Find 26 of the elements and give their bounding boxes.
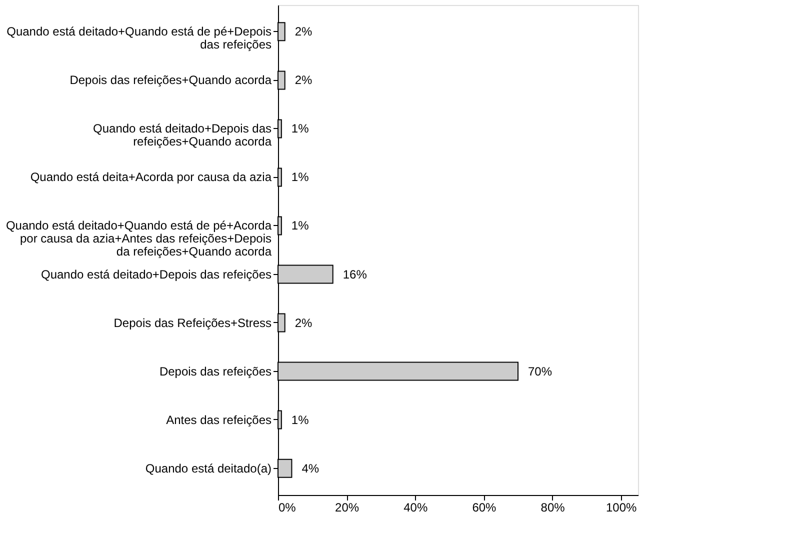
- data-label: 16%: [342, 267, 368, 282]
- data-label: 4%: [302, 461, 320, 476]
- x-tick-label: 20%: [335, 500, 360, 514]
- y-tick-label: Depois das refeições+Quando acorda: [70, 73, 272, 88]
- data-label: 1%: [291, 218, 310, 233]
- data-label: 2%: [294, 73, 313, 88]
- data-label: 1%: [291, 122, 310, 136]
- y-tick-label: Antes das refeições: [166, 412, 272, 427]
- data-label: 1%: [291, 412, 310, 427]
- y-tick-label: Quando está deitado+Depois das refeições: [41, 267, 272, 282]
- y-tick-label: Quando está deita+Acorda por causa da azia: [30, 170, 272, 184]
- data-label: 2%: [294, 24, 313, 39]
- x-tick-label: 60%: [472, 500, 497, 514]
- y-tick-label: Quando está deitado(a): [145, 461, 272, 476]
- data-label: 2%: [294, 316, 313, 330]
- y-tick-label: Depois das refeições: [159, 364, 272, 378]
- y-tick-label: Quando está deitado+Quando está de pé+Acorda por causa da azia+Antes das refeições+Depois da refeições+Quando acorda: [6, 218, 272, 259]
- x-tick-label: 80%: [540, 500, 566, 514]
- y-tick-label: Quando está deitado+Quando está de pé+Depois das refeições: [6, 24, 272, 52]
- y-tick-label: Quando está deitado+Depois das refeições+Quando acorda: [93, 122, 272, 149]
- x-tick-label: 100%: [606, 500, 638, 514]
- data-label: 70%: [528, 364, 552, 378]
- data-label: 1%: [291, 170, 310, 184]
- x-tick-label: 0%: [278, 500, 296, 514]
- y-tick-label: Depois das Refeições+Stress: [114, 316, 272, 330]
- x-tick-label: 40%: [404, 500, 428, 514]
